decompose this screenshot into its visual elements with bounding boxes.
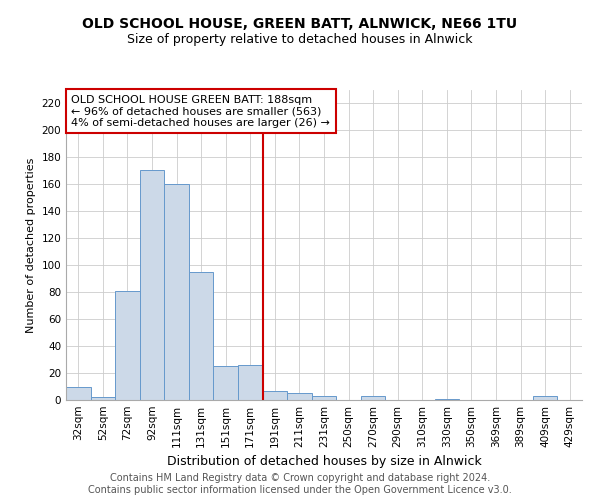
Bar (533, 396, 557, 400)
Bar (91, 398, 115, 400)
Bar (434, 398, 459, 400)
Text: Contains HM Land Registry data © Crown copyright and database right 2024.
Contai: Contains HM Land Registry data © Crown c… (88, 474, 512, 495)
Bar (66, 386, 91, 400)
Bar (140, 170, 164, 400)
Bar (164, 184, 189, 400)
Text: Size of property relative to detached houses in Alnwick: Size of property relative to detached ho… (127, 32, 473, 46)
Bar (115, 291, 140, 400)
X-axis label: Distribution of detached houses by size in Alnwick: Distribution of detached houses by size … (167, 456, 481, 468)
Bar (189, 272, 214, 400)
Bar (361, 396, 385, 400)
Bar (263, 390, 287, 400)
Bar (312, 396, 336, 400)
Bar (287, 394, 312, 400)
Bar (238, 365, 263, 400)
Text: OLD SCHOOL HOUSE GREEN BATT: 188sqm
← 96% of detached houses are smaller (563)
4: OLD SCHOOL HOUSE GREEN BATT: 188sqm ← 96… (71, 94, 330, 128)
Y-axis label: Number of detached properties: Number of detached properties (26, 158, 36, 332)
Bar (214, 366, 238, 400)
Text: OLD SCHOOL HOUSE, GREEN BATT, ALNWICK, NE66 1TU: OLD SCHOOL HOUSE, GREEN BATT, ALNWICK, N… (82, 18, 518, 32)
